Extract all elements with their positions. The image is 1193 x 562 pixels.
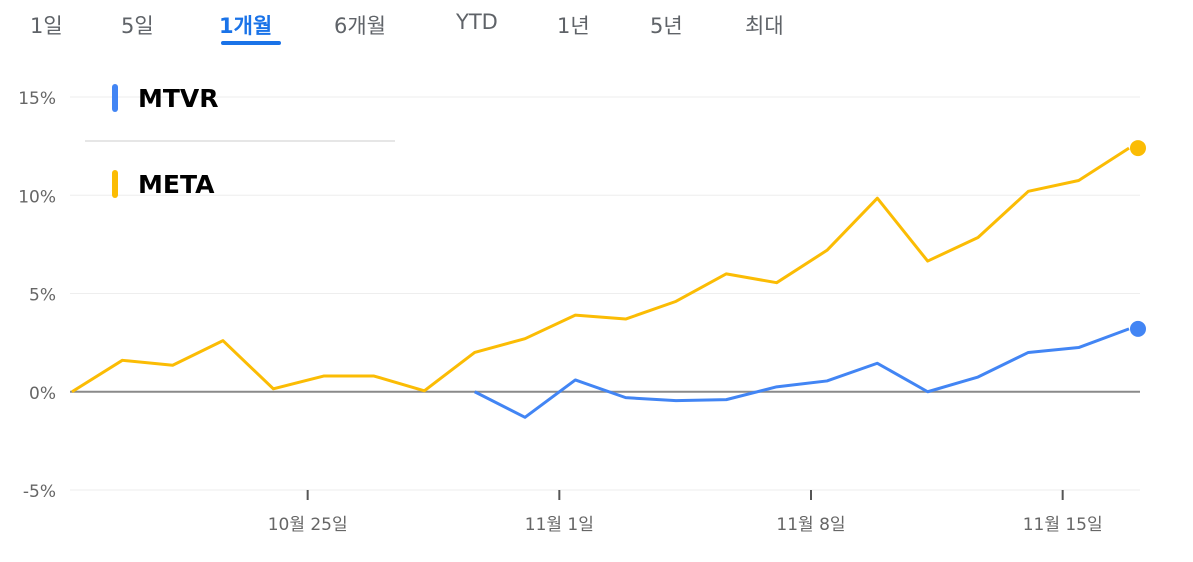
legend-label-mtvr: MTVR — [138, 84, 219, 113]
y-tick-label: 15% — [18, 89, 56, 109]
y-tick-label: 10% — [18, 187, 56, 207]
series-line-mtvr — [473, 327, 1130, 419]
grid-lines — [70, 96, 1140, 491]
x-axis-ticks: 10월 25일 11월 1일 11월 8일 11월 15일 — [268, 490, 1103, 535]
series-lines — [71, 140, 1146, 419]
y-axis-ticks: 15% 10% 5% 0% -5% — [18, 89, 56, 502]
tab-6[interactable]: 5년 — [650, 14, 683, 38]
series-end-point-meta[interactable] — [1130, 140, 1146, 157]
tab-4[interactable]: YTD — [456, 10, 498, 34]
range-tabs: 1일 5일 1개월 6개월 YTD 1년 5년 최대 — [0, 0, 1193, 50]
tab-2[interactable]: 1개월 — [219, 14, 273, 38]
legend: MTVR META — [85, 84, 395, 199]
tab-7[interactable]: 최대 — [745, 14, 784, 38]
series-end-point-mtvr[interactable] — [1130, 320, 1146, 337]
tab-5[interactable]: 1년 — [557, 14, 590, 38]
y-tick-label: 0% — [29, 384, 56, 404]
x-tick-label: 10월 25일 — [268, 515, 348, 535]
series-line-meta — [71, 146, 1130, 394]
tab-3[interactable]: 6개월 — [334, 14, 387, 38]
x-tick-label: 11월 1일 — [525, 515, 594, 535]
legend-label-meta: META — [138, 170, 215, 199]
active-tab-indicator — [221, 41, 281, 45]
y-tick-label: 5% — [29, 286, 56, 306]
x-tick-label: 11월 8일 — [776, 515, 845, 535]
tab-0[interactable]: 1일 — [30, 14, 63, 38]
x-tick-label: 11월 15일 — [1023, 515, 1103, 535]
tab-1[interactable]: 5일 — [121, 14, 154, 38]
y-tick-label: -5% — [23, 482, 56, 502]
